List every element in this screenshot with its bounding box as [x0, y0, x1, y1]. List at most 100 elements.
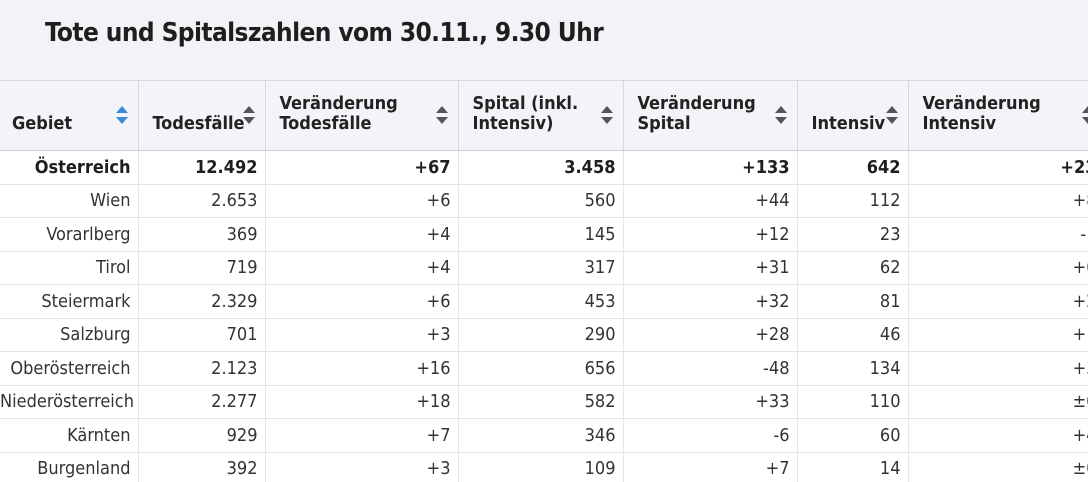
region-cell: Burgenland [0, 452, 139, 482]
value-cell: +23 [908, 150, 1088, 185]
sort-down-arrow-icon [242, 117, 255, 124]
value-cell: 317 [458, 251, 624, 285]
value-cell: +8 [908, 184, 1088, 218]
sort-up-arrow-icon [885, 106, 898, 113]
sort-icon[interactable] [115, 106, 128, 124]
value-cell: 719 [138, 251, 266, 285]
sort-up-arrow-icon [774, 106, 787, 113]
header-row: Gebiet Todesfälle Veränderung Todesfälle Spi… [0, 80, 1088, 151]
value-cell: 12.492 [138, 150, 266, 185]
value-cell: 929 [138, 418, 266, 453]
sort-down-arrow-icon [774, 117, 787, 124]
region-cell: Niederösterreich [0, 385, 139, 419]
value-cell: +3 [908, 351, 1088, 386]
sort-icon[interactable] [242, 106, 255, 124]
value-cell: +28 [623, 318, 798, 352]
value-cell: +3 [265, 318, 459, 352]
value-cell: +7 [265, 418, 459, 453]
sort-icon[interactable] [600, 106, 613, 124]
value-cell: +12 [623, 217, 798, 252]
region-cell: Wien [0, 184, 139, 218]
value-cell: 582 [458, 385, 624, 419]
value-cell: +18 [265, 385, 459, 419]
value-cell: 46 [797, 318, 909, 352]
value-cell: +133 [623, 150, 798, 185]
value-cell: 14 [797, 452, 909, 482]
value-cell: +4 [265, 251, 459, 285]
column-header-label: Spital (inkl. [472, 93, 579, 114]
value-cell: +6 [265, 284, 459, 319]
page-title: Tote und Spitalszahlen vom 30.11., 9.30 … [45, 18, 604, 48]
value-cell: 453 [458, 284, 624, 319]
value-cell: 110 [797, 385, 909, 419]
value-cell: +44 [623, 184, 798, 218]
sort-icon[interactable] [774, 106, 787, 124]
column-header-label: Todesfälle [279, 113, 372, 134]
column-header-1[interactable]: Todesfälle [138, 80, 266, 151]
value-cell: -6 [623, 418, 798, 453]
sort-up-arrow-icon [600, 106, 613, 113]
column-header-label: Veränderung [637, 93, 756, 114]
value-cell: 2.123 [138, 351, 266, 386]
column-header-4[interactable]: Veränderung Spital [623, 80, 798, 151]
value-cell: +2 [908, 284, 1088, 319]
value-cell: +4 [265, 217, 459, 252]
column-header-label: Gebiet [12, 113, 73, 134]
column-header-label: Todesfälle [152, 113, 245, 134]
value-cell: +7 [623, 452, 798, 482]
value-cell: 369 [138, 217, 266, 252]
column-header-5[interactable]: Intensiv [797, 80, 909, 151]
column-header-label: Veränderung [279, 93, 398, 114]
column-header-label: Spital [637, 113, 691, 134]
value-cell: ±0 [908, 385, 1088, 419]
value-cell: 346 [458, 418, 624, 453]
column-header-0[interactable]: Gebiet [0, 80, 139, 151]
column-header-3[interactable]: Spital (inkl. Intensiv) [458, 80, 624, 151]
value-cell: 60 [797, 418, 909, 453]
value-cell: 3.458 [458, 150, 624, 185]
value-cell: +1 [908, 318, 1088, 352]
column-header-2[interactable]: Veränderung Todesfälle [265, 80, 459, 151]
region-cell: Oberösterreich [0, 351, 139, 386]
region-cell: Steiermark [0, 284, 139, 319]
value-cell: -48 [623, 351, 798, 386]
value-cell: +31 [623, 251, 798, 285]
sort-down-arrow-icon [115, 117, 128, 124]
sort-up-arrow-icon [1081, 106, 1088, 113]
value-cell: 656 [458, 351, 624, 386]
sort-icon[interactable] [885, 106, 898, 124]
table-body: Österreich12.492+673.458+133642+23Wien2.… [0, 150, 1088, 482]
value-cell: -1 [908, 217, 1088, 252]
value-cell: 701 [138, 318, 266, 352]
value-cell: +33 [623, 385, 798, 419]
value-cell: 23 [797, 217, 909, 252]
value-cell: 642 [797, 150, 909, 185]
value-cell: +6 [908, 251, 1088, 285]
sort-up-arrow-icon [435, 106, 448, 113]
region-cell: Salzburg [0, 318, 139, 352]
column-header-label: Intensiv [922, 113, 997, 134]
data-table: Gebiet Todesfälle Veränderung Todesfälle Spi… [0, 80, 1088, 482]
sort-icon[interactable] [1081, 106, 1088, 124]
sort-down-arrow-icon [600, 117, 613, 124]
value-cell: 145 [458, 217, 624, 252]
value-cell: ±0 [908, 452, 1088, 482]
column-header-label: Veränderung [922, 93, 1041, 114]
region-cell: Tirol [0, 251, 139, 285]
column-header-label: Intensiv) [472, 113, 554, 134]
value-cell: 290 [458, 318, 624, 352]
column-header-6[interactable]: Veränderung Intensiv [908, 80, 1088, 151]
value-cell: 109 [458, 452, 624, 482]
sort-up-arrow-icon [242, 106, 255, 113]
sort-icon[interactable] [435, 106, 448, 124]
sort-down-arrow-icon [885, 117, 898, 124]
